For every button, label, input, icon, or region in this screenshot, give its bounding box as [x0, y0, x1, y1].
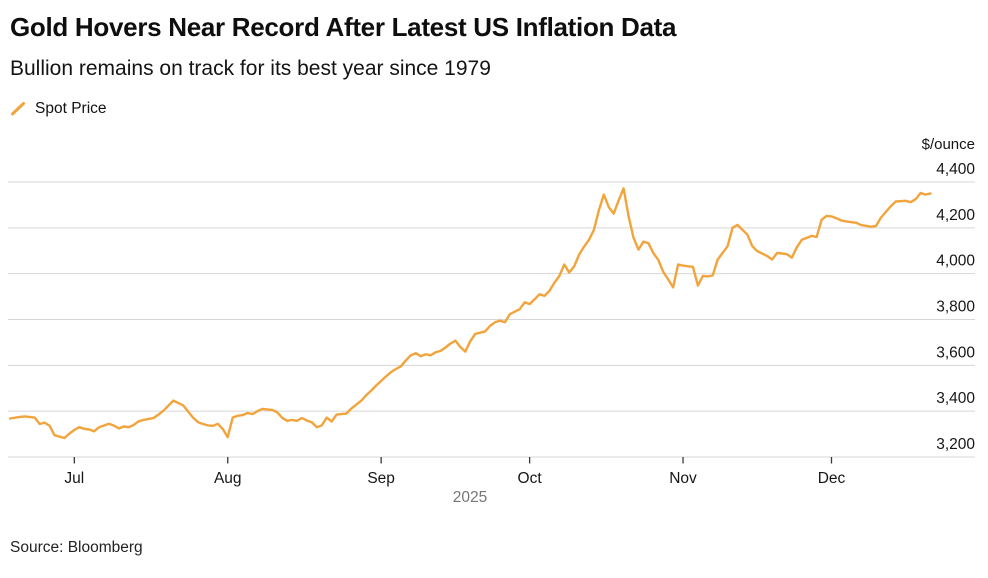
x-axis-label-Nov: Nov	[669, 470, 697, 487]
page-subtitle: Bullion remains on track for its best ye…	[10, 57, 491, 80]
legend-label-spot-price: Spot Price	[35, 100, 107, 117]
x-axis-label-Jul: Jul	[64, 470, 84, 487]
source-attribution: Source: Bloomberg	[10, 539, 143, 556]
page-title: Gold Hovers Near Record After Latest US …	[10, 12, 677, 42]
spot-price-line-marker-icon	[11, 102, 25, 116]
legend: Spot Price	[10, 100, 107, 118]
y-axis-unit-label: $/ounce	[922, 136, 975, 153]
x-axis-label-Aug: Aug	[214, 470, 242, 487]
y-axis-label-3200: 3,200	[936, 436, 975, 453]
y-axis-label-4000: 4,000	[936, 253, 975, 270]
x-axis-label-Sep: Sep	[367, 470, 395, 487]
x-axis-label-Dec: Dec	[818, 470, 846, 487]
y-axis-label-3600: 3,600	[936, 344, 975, 361]
y-axis-label-4200: 4,200	[936, 207, 975, 224]
y-axis-label-4400: 4,400	[936, 161, 975, 178]
gold-spot-price-chart: 4,400 4,200 4,000 3,800 3,600 3,400 3,200 $/oun…	[8, 136, 975, 506]
x-axis-label-Oct: Oct	[518, 470, 543, 487]
y-axis-label-3400: 3,400	[936, 390, 975, 407]
spot-price-line	[8, 187, 932, 440]
x-axis-year-label: 2025	[453, 489, 487, 506]
y-axis-label-3800: 3,800	[936, 299, 975, 316]
